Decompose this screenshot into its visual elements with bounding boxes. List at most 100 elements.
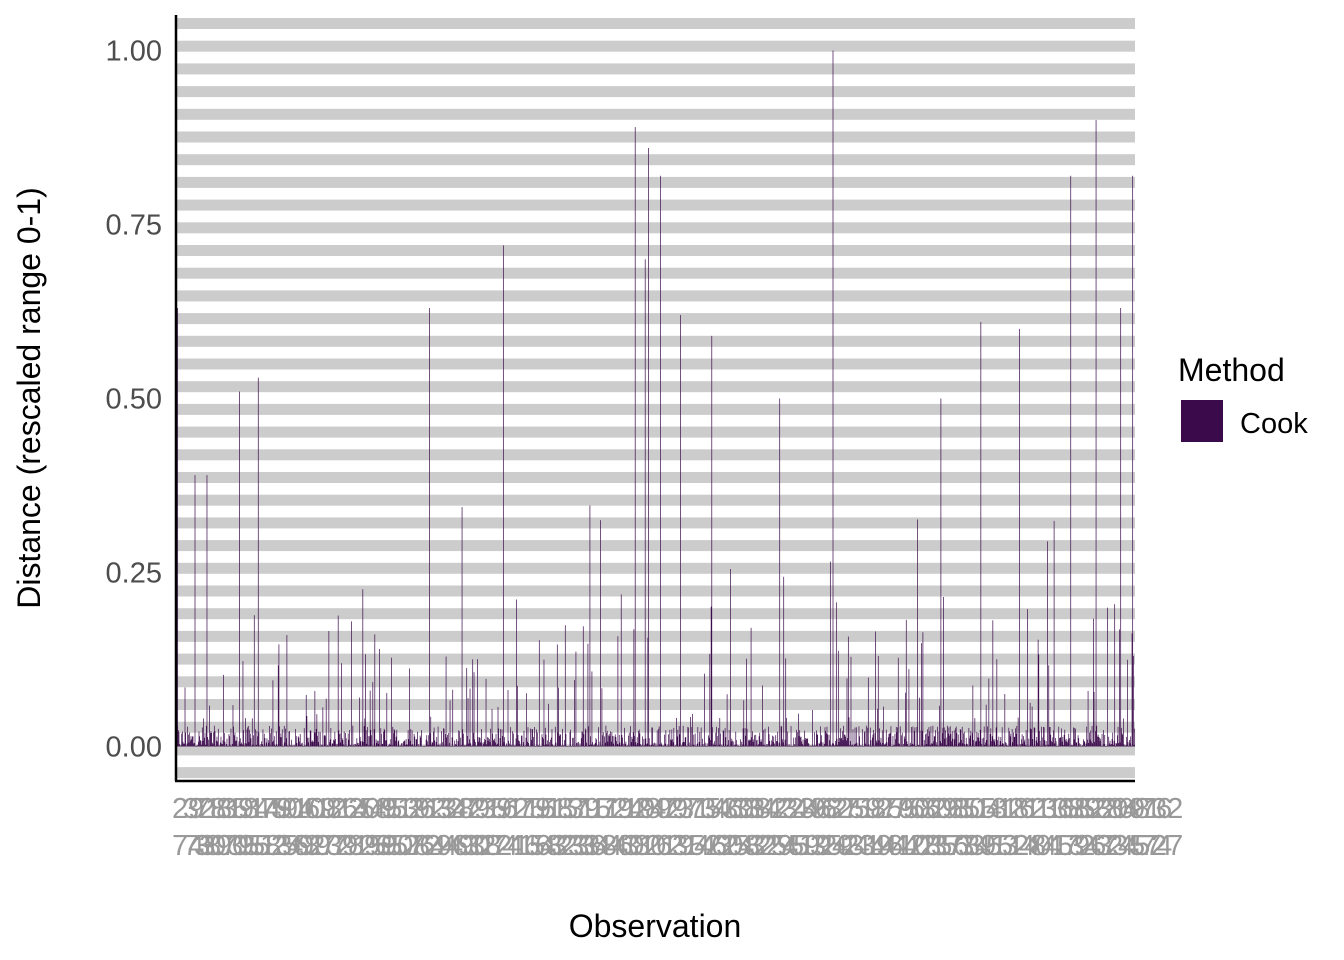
bar (1013, 736, 1015, 747)
bar (218, 746, 220, 747)
bar (648, 738, 650, 747)
bar (229, 736, 230, 747)
bar (1019, 328, 1020, 747)
bar (682, 725, 684, 747)
bar (961, 739, 962, 747)
bar (588, 744, 590, 747)
bar (352, 725, 354, 747)
bar (905, 692, 906, 747)
bar (506, 746, 508, 747)
bar (891, 746, 893, 747)
bar (540, 746, 541, 747)
x-tick-label: 64 (524, 830, 556, 862)
bar (340, 733, 342, 747)
bar (1110, 744, 1112, 747)
bar (833, 746, 835, 747)
bar (1125, 745, 1126, 747)
bar (971, 746, 972, 747)
bar (676, 736, 678, 747)
bar (1101, 733, 1103, 747)
bar (178, 730, 179, 747)
bar (1067, 742, 1068, 747)
background-stripe (176, 18, 1135, 29)
bar (229, 745, 231, 747)
bar (806, 739, 808, 747)
x-tick-label: 84 (1107, 793, 1139, 825)
x-tick-label: 60 (711, 830, 743, 862)
bar (580, 745, 581, 747)
bar (292, 745, 294, 747)
bar (993, 739, 994, 747)
bar (1071, 746, 1073, 747)
bar (515, 738, 517, 747)
bar (246, 729, 248, 747)
bar (258, 732, 260, 747)
bar (535, 746, 537, 747)
background-stripe (176, 381, 1135, 393)
bar (580, 738, 582, 747)
bar (802, 739, 804, 747)
bar (649, 745, 651, 747)
x-tick-label: 30 (194, 830, 226, 862)
bar (869, 746, 870, 747)
bar (481, 742, 483, 747)
bar (451, 737, 453, 747)
bar (618, 734, 620, 747)
bar (832, 50, 834, 747)
bar (502, 245, 504, 747)
bar (457, 741, 459, 747)
bar (403, 741, 405, 747)
bar (282, 746, 284, 747)
bar (629, 746, 631, 747)
bar (475, 742, 476, 747)
bar (659, 744, 661, 747)
x-tick-label: 39 (568, 793, 600, 825)
bar (304, 745, 306, 747)
bar (479, 737, 480, 747)
bar (674, 746, 676, 747)
bar (981, 743, 982, 747)
bar (766, 746, 768, 747)
bar (1066, 741, 1068, 747)
bar (904, 738, 906, 747)
bar (616, 744, 618, 747)
bar (625, 741, 627, 747)
bar (1067, 739, 1069, 747)
bar (636, 737, 638, 747)
bar (522, 746, 524, 747)
bar (404, 740, 406, 747)
bar (957, 734, 959, 747)
bar (761, 741, 763, 747)
bar (638, 729, 640, 747)
bar (999, 741, 1001, 747)
bar (1081, 746, 1082, 747)
bar (636, 745, 637, 747)
bar (224, 741, 226, 747)
bar (1111, 744, 1112, 747)
bar (1133, 745, 1135, 747)
x-tick-label: 22 (480, 830, 512, 862)
x-tick-label: 63 (535, 830, 567, 862)
bar (710, 606, 712, 747)
bar (234, 732, 236, 747)
bar (572, 737, 574, 747)
bar (293, 745, 294, 747)
bar (1047, 744, 1049, 747)
bar (241, 744, 243, 747)
bar (600, 520, 601, 747)
bar (187, 726, 189, 747)
bar (253, 615, 255, 747)
bar (449, 742, 450, 747)
bar (849, 745, 850, 747)
bar (1074, 727, 1076, 747)
bar (1087, 739, 1088, 747)
bar (800, 736, 802, 747)
bar (544, 727, 546, 747)
bar (235, 740, 236, 747)
bar (730, 568, 731, 747)
bar (835, 602, 837, 747)
bar (853, 746, 854, 747)
bar (892, 736, 894, 747)
bar (209, 732, 211, 747)
bar (369, 736, 370, 747)
